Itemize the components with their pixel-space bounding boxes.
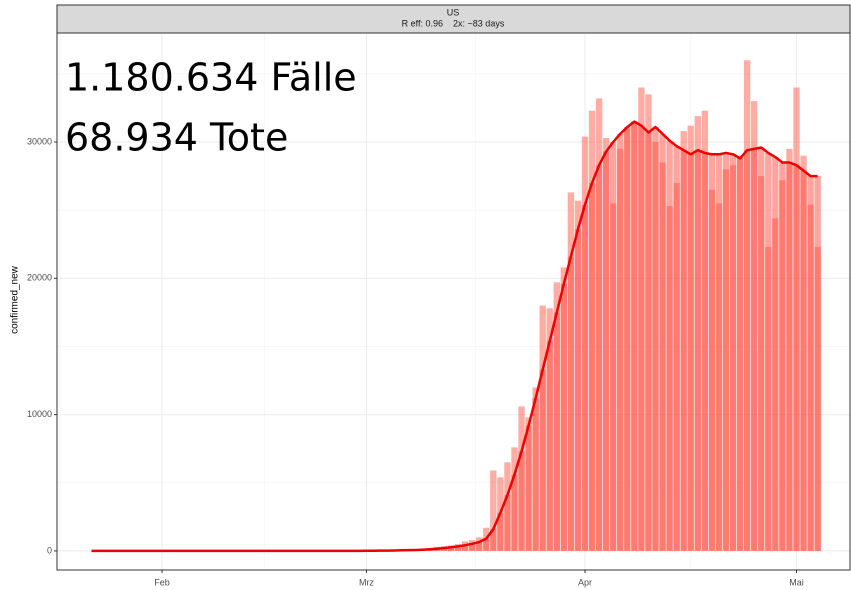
bar (624, 127, 631, 551)
bar (701, 152, 709, 551)
bar (729, 154, 737, 551)
bar (659, 133, 666, 551)
bar (765, 152, 772, 551)
bar (779, 162, 786, 551)
bar (694, 150, 701, 551)
bar (715, 154, 723, 551)
bar (687, 154, 694, 551)
bar (772, 157, 779, 551)
bars (91, 60, 821, 553)
bar (617, 133, 624, 551)
bar (476, 542, 483, 551)
bar (560, 283, 568, 551)
bar (567, 256, 575, 551)
bar (786, 162, 793, 551)
bar (666, 140, 673, 551)
bar (610, 142, 617, 551)
bar (574, 229, 582, 551)
bar (673, 146, 680, 551)
bar (631, 121, 638, 551)
bar (800, 170, 807, 551)
bar (518, 451, 525, 551)
x-tick-label: Mrz (359, 577, 374, 587)
bar (602, 151, 610, 551)
y-tick-label: 30000 (27, 136, 52, 146)
bar (525, 425, 532, 551)
bar (581, 204, 589, 551)
strip-title: US (447, 7, 460, 17)
bar (588, 182, 596, 551)
bar (814, 176, 821, 551)
bar (645, 132, 652, 551)
y-axis-title: confirmed_new (10, 265, 21, 334)
y-tick-label: 20000 (27, 273, 52, 283)
bar (680, 150, 687, 551)
facet-strip (56, 4, 851, 34)
bar (722, 152, 730, 551)
bar (490, 529, 497, 551)
bar (504, 495, 511, 551)
bar (793, 165, 800, 551)
bar (553, 312, 560, 551)
bar (546, 341, 553, 551)
bar (469, 543, 476, 551)
x-tick-label: Feb (154, 577, 170, 587)
bar (736, 158, 744, 551)
x-tick-label: Mai (789, 577, 804, 587)
y-tick-label: 10000 (27, 409, 52, 419)
bar (539, 369, 546, 551)
annotation: 68.934 Tote (65, 116, 288, 160)
bar (511, 474, 518, 551)
bar (454, 546, 462, 551)
bar (461, 545, 469, 551)
bar (490, 470, 497, 551)
annotation: 1.180.634 Fälle (65, 56, 357, 100)
bar (743, 150, 751, 551)
smooth-line (91, 120, 818, 553)
bar (758, 147, 765, 551)
bar (638, 125, 645, 551)
bar (807, 176, 814, 551)
x-tick-label: Apr (578, 577, 592, 587)
bar (708, 154, 716, 551)
bar (532, 398, 539, 551)
bar (595, 165, 603, 551)
bar (652, 127, 659, 551)
bar (440, 548, 448, 551)
bar (447, 547, 455, 551)
bar (483, 538, 490, 551)
y-tick-label: 0 (47, 545, 52, 555)
strip-subtitle: R eff: 0.96 2x: ~83 days (402, 18, 505, 28)
bar (497, 512, 504, 551)
bar (751, 148, 758, 551)
